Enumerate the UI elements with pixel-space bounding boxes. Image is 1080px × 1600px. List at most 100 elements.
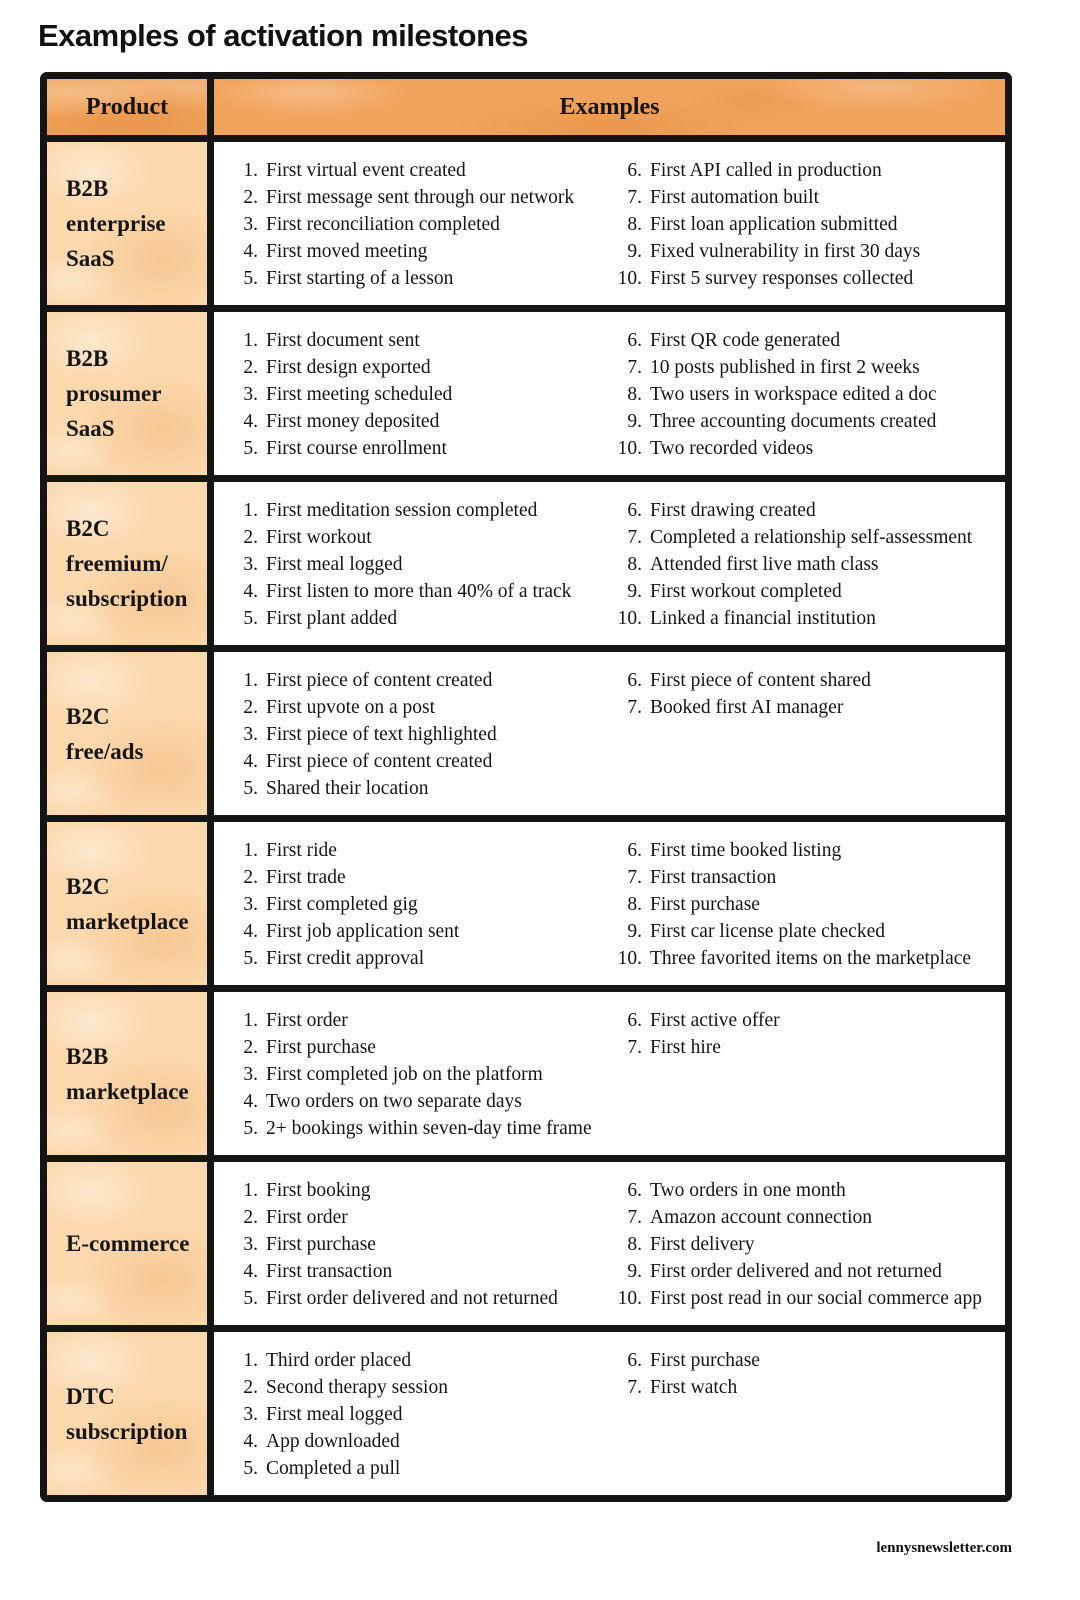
table-row: B2C free/ads 1. First piece of content cre… bbox=[47, 645, 1005, 815]
item-text: Attended first live math class bbox=[650, 554, 879, 575]
item-number: 4. bbox=[243, 1261, 258, 1282]
example-item: 6. First drawing created bbox=[613, 497, 995, 524]
examples-cell: 1. First ride 2. First trade 3. First complet… bbox=[214, 822, 1005, 985]
example-item: 3. First purchase bbox=[229, 1231, 613, 1258]
item-text: Amazon account connection bbox=[650, 1207, 872, 1228]
item-number: 4. bbox=[243, 1431, 258, 1452]
item-number: 1. bbox=[243, 500, 258, 521]
item-number: 8. bbox=[627, 554, 642, 575]
item-number: 6. bbox=[627, 670, 642, 691]
item-number: 2. bbox=[243, 697, 258, 718]
item-text: First post read in our social commerce a… bbox=[650, 1288, 982, 1309]
table-header-row: Product Examples bbox=[47, 79, 1005, 135]
item-text: Two orders in one month bbox=[650, 1180, 846, 1201]
item-number: 4. bbox=[243, 241, 258, 262]
item-number: 4. bbox=[243, 921, 258, 942]
item-number: 9. bbox=[627, 921, 642, 942]
table-row: B2C freemium/ subscription 1. First medita… bbox=[47, 475, 1005, 645]
item-number: 8. bbox=[627, 214, 642, 235]
item-number: 6. bbox=[627, 840, 642, 861]
example-item: 1. First virtual event created bbox=[229, 157, 613, 184]
example-item: 10. Linked a financial institution bbox=[613, 605, 995, 632]
item-text: First meeting scheduled bbox=[266, 384, 453, 405]
item-number: 5. bbox=[243, 1288, 258, 1309]
example-item: 1. First piece of content created bbox=[229, 667, 613, 694]
examples-column-left: 1. First meditation session completed 2. Fi… bbox=[229, 497, 613, 632]
example-item: 6. First purchase bbox=[613, 1347, 995, 1374]
item-text: Second therapy session bbox=[266, 1377, 448, 1398]
item-text: First order bbox=[266, 1010, 348, 1031]
item-number: 6. bbox=[627, 1350, 642, 1371]
item-text: First API called in production bbox=[650, 160, 882, 181]
example-item: 9. First car license plate checked bbox=[613, 918, 995, 945]
item-text: First purchase bbox=[650, 1350, 760, 1371]
examples-cell: 1. First booking 2. First order 3. First purc… bbox=[214, 1162, 1005, 1325]
item-number: 2. bbox=[243, 357, 258, 378]
example-item: 5. 2+ bookings within seven-day time fram… bbox=[229, 1115, 613, 1142]
column-header-product: Product bbox=[47, 79, 214, 135]
example-item: 7. First hire bbox=[613, 1034, 995, 1061]
item-number: 6. bbox=[627, 1180, 642, 1201]
example-item: 2. First upvote on a post bbox=[229, 694, 613, 721]
item-text: First credit approval bbox=[266, 948, 425, 969]
item-text: First design exported bbox=[266, 357, 431, 378]
example-item: 1. First booking bbox=[229, 1177, 613, 1204]
example-item: 3. First meeting scheduled bbox=[229, 381, 613, 408]
item-text: First transaction bbox=[650, 867, 777, 888]
item-text: First purchase bbox=[266, 1234, 376, 1255]
item-text: Booked first AI manager bbox=[650, 697, 844, 718]
item-text: First car license plate checked bbox=[650, 921, 885, 942]
item-number: 5. bbox=[243, 948, 258, 969]
item-number: 5. bbox=[243, 778, 258, 799]
item-text: First virtual event created bbox=[266, 160, 466, 181]
item-number: 10. bbox=[617, 268, 642, 289]
example-item: 8. First loan application submitted bbox=[613, 211, 995, 238]
product-cell: B2C free/ads bbox=[47, 652, 214, 815]
example-item: 9. First workout completed bbox=[613, 578, 995, 605]
example-item: 10. First post read in our social commerc… bbox=[613, 1285, 995, 1312]
item-number: 7. bbox=[627, 357, 642, 378]
item-number: 6. bbox=[627, 330, 642, 351]
example-item: 5. First order delivered and not returned bbox=[229, 1285, 613, 1312]
item-text: 2+ bookings within seven-day time frame bbox=[266, 1118, 592, 1139]
example-item: 10. Two recorded videos bbox=[613, 435, 995, 462]
examples-column-left: 1. Third order placed 2. Second therapy ses… bbox=[229, 1347, 613, 1482]
footer-url: lennysnewsletter.com bbox=[876, 1540, 1012, 1556]
example-item: 8. Two users in workspace edited a doc bbox=[613, 381, 995, 408]
item-number: 9. bbox=[627, 411, 642, 432]
example-item: 7. First watch bbox=[613, 1374, 995, 1401]
example-item: 5. First course enrollment bbox=[229, 435, 613, 462]
item-number: 3. bbox=[243, 384, 258, 405]
item-number: 3. bbox=[243, 1234, 258, 1255]
item-text: App downloaded bbox=[266, 1431, 400, 1452]
item-text: First active offer bbox=[650, 1010, 780, 1031]
item-text: Two recorded videos bbox=[650, 438, 814, 459]
item-number: 1. bbox=[243, 160, 258, 181]
examples-cell: 1. First virtual event created 2. First mes… bbox=[214, 142, 1005, 305]
examples-cell: 1. First order 2. First purchase 3. First com… bbox=[214, 992, 1005, 1155]
product-cell: B2B enterprise SaaS bbox=[47, 142, 214, 305]
page-title: Examples of activation milestones bbox=[38, 18, 529, 53]
item-number: 3. bbox=[243, 1064, 258, 1085]
item-number: 1. bbox=[243, 1010, 258, 1031]
product-cell: B2C freemium/ subscription bbox=[47, 482, 214, 645]
example-item: 9. First order delivered and not returned bbox=[613, 1258, 995, 1285]
example-item: 6. First API called in production bbox=[613, 157, 995, 184]
item-number: 10. bbox=[617, 608, 642, 629]
example-item: 3. First completed gig bbox=[229, 891, 613, 918]
item-text: First plant added bbox=[266, 608, 398, 629]
example-item: 7. Completed a relationship self-assessme… bbox=[613, 524, 995, 551]
product-cell: B2C marketplace bbox=[47, 822, 214, 985]
item-text: First piece of content created bbox=[266, 751, 493, 772]
examples-column-right: 6. First time booked listing 7. First trans… bbox=[613, 837, 995, 972]
example-item: 3. First meal logged bbox=[229, 551, 613, 578]
example-item: 2. First trade bbox=[229, 864, 613, 891]
item-number: 8. bbox=[627, 384, 642, 405]
example-item: 10. First 5 survey responses collected bbox=[613, 265, 995, 292]
item-text: First listen to more than 40% of a track bbox=[266, 581, 572, 602]
item-number: 3. bbox=[243, 554, 258, 575]
example-item: 1. Third order placed bbox=[229, 1347, 613, 1374]
item-number: 7. bbox=[627, 1377, 642, 1398]
example-item: 5. Shared their location bbox=[229, 775, 613, 802]
item-number: 10. bbox=[617, 948, 642, 969]
